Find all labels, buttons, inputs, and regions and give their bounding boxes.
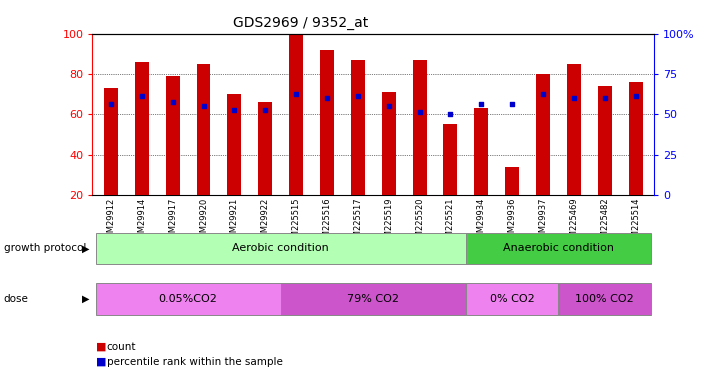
Bar [506,167,519,195]
Text: ■: ■ [96,357,107,367]
Bar [95,283,281,315]
Point [352,93,363,99]
Bar [166,76,180,195]
Text: 0.05%CO2: 0.05%CO2 [159,294,218,304]
Bar [598,86,611,195]
Bar [382,92,395,195]
Point [414,110,425,116]
Bar [466,232,651,264]
Point [167,99,178,105]
Point [136,93,147,99]
Text: ▶: ▶ [82,243,90,254]
Text: count: count [107,342,136,352]
Bar [135,62,149,195]
Bar [196,64,210,195]
Bar [228,94,241,195]
Bar [629,82,643,195]
Point [538,91,549,97]
Point [260,107,271,113]
Point [383,103,395,110]
Text: dose: dose [4,294,28,304]
Text: Aerobic condition: Aerobic condition [232,243,329,254]
Text: Anaerobic condition: Anaerobic condition [503,243,614,254]
Text: ▶: ▶ [82,294,90,304]
Text: 0% CO2: 0% CO2 [490,294,535,304]
Text: 79% CO2: 79% CO2 [347,294,400,304]
Bar [567,64,581,195]
Bar [536,74,550,195]
Bar [558,283,651,315]
Text: GDS2969 / 9352_at: GDS2969 / 9352_at [233,16,368,30]
Bar [258,102,272,195]
Point [198,103,209,110]
Point [599,95,611,101]
Point [321,95,333,101]
Bar [351,60,365,195]
Point [476,101,487,107]
Point [445,111,456,117]
Bar [474,108,488,195]
Point [290,91,301,97]
Text: 100% CO2: 100% CO2 [575,294,634,304]
Bar [281,283,466,315]
Text: ■: ■ [96,342,107,352]
Point [105,101,117,107]
Bar [104,88,118,195]
Bar [289,34,303,195]
Bar [444,124,457,195]
Bar [466,283,558,315]
Bar [95,232,466,264]
Text: percentile rank within the sample: percentile rank within the sample [107,357,282,367]
Point [229,107,240,113]
Point [630,93,641,99]
Bar [412,60,427,195]
Text: growth protocol: growth protocol [4,243,86,254]
Point [568,95,579,101]
Point [506,101,518,107]
Bar [320,50,334,195]
